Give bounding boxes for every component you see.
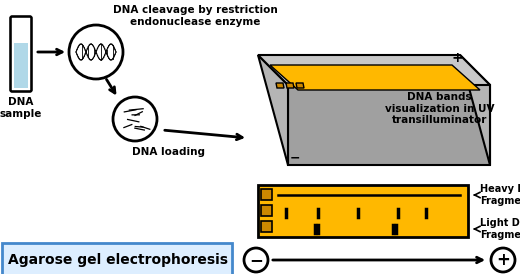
Text: Heavy DNA
Fragment: Heavy DNA Fragment (480, 184, 520, 206)
Text: +: + (451, 51, 463, 65)
Polygon shape (288, 85, 490, 165)
Polygon shape (270, 65, 480, 90)
Circle shape (244, 248, 268, 272)
Polygon shape (286, 83, 294, 88)
Polygon shape (460, 55, 490, 165)
Polygon shape (296, 83, 304, 88)
Text: DNA
sample: DNA sample (0, 97, 42, 119)
Bar (261, 189, 272, 200)
Text: DNA bands
visualization in UV
transilluminator: DNA bands visualization in UV transillum… (385, 92, 495, 125)
Text: +: + (496, 251, 510, 269)
Text: DNA cleavage by restriction
endonuclease enzyme: DNA cleavage by restriction endonuclease… (113, 5, 277, 27)
FancyBboxPatch shape (10, 16, 32, 92)
Text: Agarose gel electrophoresis: Agarose gel electrophoresis (8, 253, 228, 267)
Polygon shape (276, 83, 284, 88)
Polygon shape (258, 55, 288, 165)
Text: Light DNA
Fragment: Light DNA Fragment (480, 218, 520, 240)
Polygon shape (258, 55, 490, 85)
Circle shape (491, 248, 515, 272)
Bar (261, 221, 272, 232)
Bar (14, 43, 28, 88)
FancyBboxPatch shape (2, 243, 232, 274)
Text: −: − (290, 152, 300, 164)
Circle shape (69, 25, 123, 79)
Text: DNA loading: DNA loading (132, 147, 204, 157)
Text: −: − (249, 251, 263, 269)
Circle shape (113, 97, 157, 141)
Bar (258, 185, 468, 237)
Bar (261, 205, 272, 216)
